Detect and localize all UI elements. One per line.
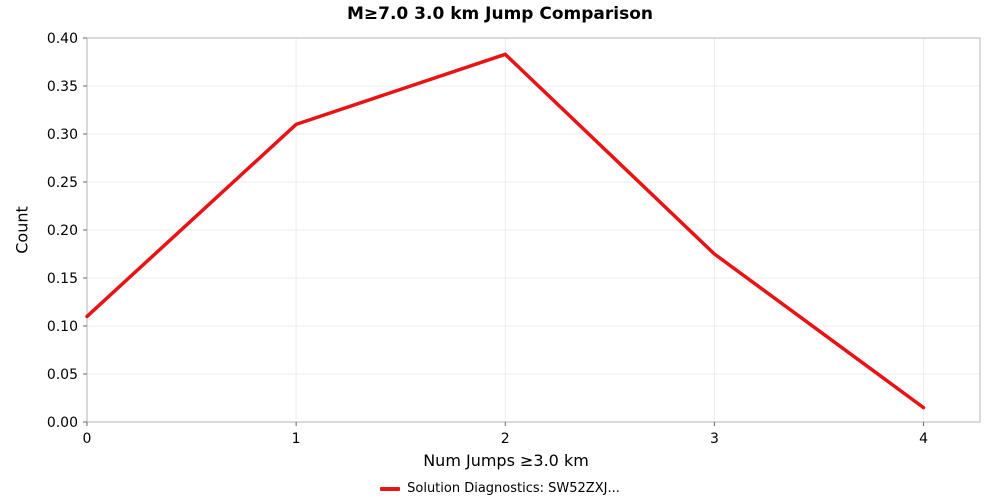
series-line: [85, 52, 926, 410]
x-tick-label: 4: [919, 431, 928, 447]
x-tick-label: 0: [83, 431, 92, 447]
y-tick-label: 0.20: [47, 223, 78, 239]
x-tick-label: 1: [292, 431, 301, 447]
y-tick-label: 0.10: [47, 319, 78, 335]
chart-title: M≥7.0 3.0 km Jump Comparison: [346, 4, 654, 24]
y-tick-label: 0.25: [47, 175, 78, 191]
y-tick-label: 0.30: [47, 127, 78, 143]
legend: Solution Diagnostics: SW52ZXJ...: [0, 481, 1000, 496]
legend-label: Solution Diagnostics: SW52ZXJ...: [407, 481, 620, 496]
x-tick-label: 2: [501, 431, 510, 447]
y-tick-label: 0.35: [47, 79, 78, 95]
x-axis-label: Num Jumps ≥3.0 km: [423, 451, 589, 470]
y-tick-label: 0.15: [47, 271, 78, 287]
x-tick-label: 3: [710, 431, 719, 447]
y-tick-label: 0.05: [47, 367, 78, 383]
y-tick-label: 0.40: [47, 31, 78, 47]
y-tick-label: 0.00: [47, 415, 78, 431]
legend-line-swatch: [380, 486, 401, 491]
